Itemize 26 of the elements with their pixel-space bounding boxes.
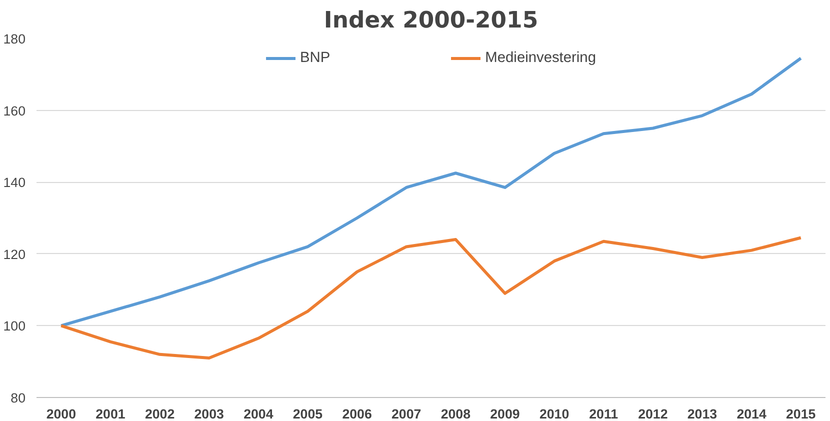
x-tick-label: 2011: [589, 406, 619, 421]
y-tick-label: 140: [3, 175, 26, 190]
x-tick-label: 2012: [638, 406, 668, 421]
x-tick-label: 2007: [392, 406, 422, 421]
x-tick-label: 2000: [46, 406, 76, 421]
y-tick-label: 160: [3, 103, 26, 118]
x-tick-label: 2013: [687, 406, 718, 421]
y-tick-label: 120: [3, 246, 26, 262]
y-tick-label: 80: [10, 390, 26, 406]
x-tick-label: 2003: [194, 406, 224, 421]
y-tick-label: 180: [3, 32, 26, 46]
legend-label: Medieinvestering: [485, 50, 596, 66]
y-tick-label: 100: [3, 318, 26, 334]
x-tick-label: 2015: [786, 406, 816, 421]
line-series: [60, 236, 802, 360]
x-tick-label: 2008: [440, 406, 470, 421]
x-tick-label: 2014: [736, 406, 767, 421]
chart-title: Index 2000-2015: [324, 8, 538, 34]
x-tick-label: 2002: [144, 406, 175, 421]
x-tick-label: 2001: [96, 406, 126, 421]
x-tick-label: 2006: [342, 406, 372, 421]
x-tick-label: 2004: [244, 406, 274, 421]
x-tick-label: 2009: [490, 406, 520, 421]
x-tick-label: 2005: [292, 406, 324, 421]
x-tick-label: 2010: [539, 406, 570, 421]
legend-label: BNP: [300, 50, 330, 66]
